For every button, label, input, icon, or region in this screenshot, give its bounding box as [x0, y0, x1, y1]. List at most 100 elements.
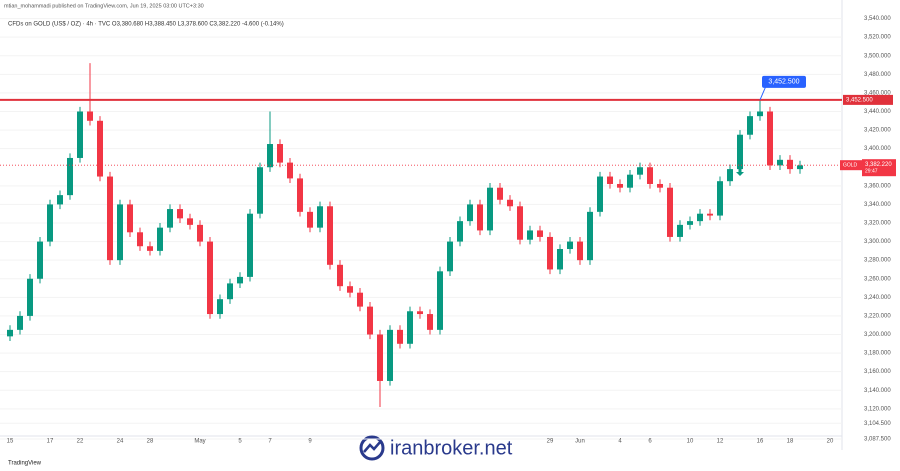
watermark-group: iranbroker.net — [359, 435, 513, 461]
candle-body — [97, 120, 103, 177]
x-tick-label: 9 — [308, 439, 312, 445]
candle-body — [427, 314, 433, 330]
y-tick-label: 3,320.000 — [864, 221, 891, 227]
candle-body — [657, 183, 663, 188]
symbol-tag-label: GOLD — [843, 163, 858, 169]
x-tick-label: 5 — [238, 439, 242, 445]
candle-body — [547, 236, 553, 270]
candle-body — [107, 176, 113, 261]
candle-body — [717, 181, 723, 216]
callout-leader — [759, 85, 767, 101]
candle-body — [727, 169, 733, 182]
y-tick-label: 3,160.000 — [864, 369, 891, 375]
level-label: 3,452.500 — [846, 97, 873, 103]
candle-body — [737, 134, 743, 170]
watermark-logo-arrow — [363, 440, 382, 453]
callout-label: 3,452.500 — [768, 79, 799, 86]
y-tick-label: 3,300.000 — [864, 239, 891, 245]
y-tick-label: 3,260.000 — [864, 276, 891, 282]
candle-body — [17, 315, 23, 330]
candle-body — [707, 213, 713, 216]
candle-body — [407, 311, 413, 344]
candle-body — [667, 187, 673, 237]
candle-body — [167, 209, 173, 228]
candle-body — [457, 221, 463, 242]
candle-body — [387, 329, 393, 381]
candle-body — [397, 329, 403, 344]
candle-body — [697, 213, 703, 222]
countdown-label: 29:47 — [865, 169, 878, 175]
y-tick-label: 3,360.000 — [864, 183, 891, 189]
x-tick-label: 29 — [547, 439, 554, 445]
candle-body — [577, 241, 583, 261]
candle-body — [217, 299, 223, 315]
y-tick-label: 3,500.000 — [864, 53, 891, 59]
candle-body — [687, 221, 693, 225]
candle-body — [557, 249, 563, 270]
candle-body — [367, 306, 373, 335]
candle-body — [677, 224, 683, 237]
candle-body — [437, 271, 443, 330]
symbol-tag — [840, 160, 862, 171]
x-tick-label: 15 — [7, 439, 14, 445]
candle-body — [487, 187, 493, 231]
y-tick-label: 3,120.000 — [864, 406, 891, 412]
x-tick-label: 6 — [648, 439, 652, 445]
candle-body — [277, 144, 283, 163]
candle-body — [637, 167, 643, 175]
x-tick-label: 7 — [268, 439, 272, 445]
x-tick-label: 4 — [618, 439, 622, 445]
candle-body — [787, 159, 793, 170]
watermark: iranbroker.net — [390, 437, 513, 459]
candle-body — [567, 241, 573, 250]
x-tick-label: May — [194, 439, 205, 445]
candle-body — [27, 278, 33, 316]
y-tick-label: 3,540.000 — [864, 16, 891, 22]
y-tick-label: 3,420.000 — [864, 128, 891, 134]
y-tick-label: 3,240.000 — [864, 295, 891, 301]
publisher-line: mtian_mohammadi published on TradingView… — [4, 3, 204, 9]
y-tick-label: 3,140.000 — [864, 388, 891, 394]
y-tick-label: 3,340.000 — [864, 202, 891, 208]
candle-body — [417, 311, 423, 315]
candle-body — [57, 195, 63, 205]
footer-brand: TradingView — [8, 461, 42, 467]
y-tick-label: 3,180.000 — [864, 351, 891, 357]
candle-body — [527, 230, 533, 240]
candle-body — [327, 206, 333, 265]
candle-body — [617, 183, 623, 188]
candle-body — [797, 165, 803, 170]
candle-body — [87, 111, 93, 121]
candle-body — [537, 230, 543, 237]
y-tick-label: 3,520.000 — [864, 35, 891, 41]
candle-body — [467, 204, 473, 222]
candle-body — [77, 111, 83, 158]
candle-body — [747, 116, 753, 135]
candle-body — [607, 176, 613, 184]
candle-body — [377, 334, 383, 381]
y-tick-label: 3,104.500 — [864, 421, 891, 427]
price-tag — [862, 159, 896, 177]
x-tick-label: 28 — [147, 439, 154, 445]
candle-body — [67, 157, 73, 196]
candle-body — [127, 204, 133, 233]
x-tick-label: 18 — [787, 439, 794, 445]
x-tick-label: 12 — [717, 439, 724, 445]
y-tick-label: 3,200.000 — [864, 332, 891, 338]
candle-body — [197, 224, 203, 242]
y-tick-label: 3,087.500 — [864, 437, 891, 443]
candle-body — [177, 209, 183, 219]
candle-body — [267, 144, 273, 168]
candle-body — [477, 204, 483, 231]
x-tick-label: 16 — [757, 439, 764, 445]
y-tick-label: 3,440.000 — [864, 109, 891, 115]
candle-body — [297, 178, 303, 212]
candle-body — [447, 241, 453, 272]
candles — [7, 63, 803, 407]
y-tick-label: 3,220.000 — [864, 313, 891, 319]
x-tick-label: 20 — [827, 439, 834, 445]
candle-body — [587, 211, 593, 261]
candle-body — [257, 167, 263, 214]
